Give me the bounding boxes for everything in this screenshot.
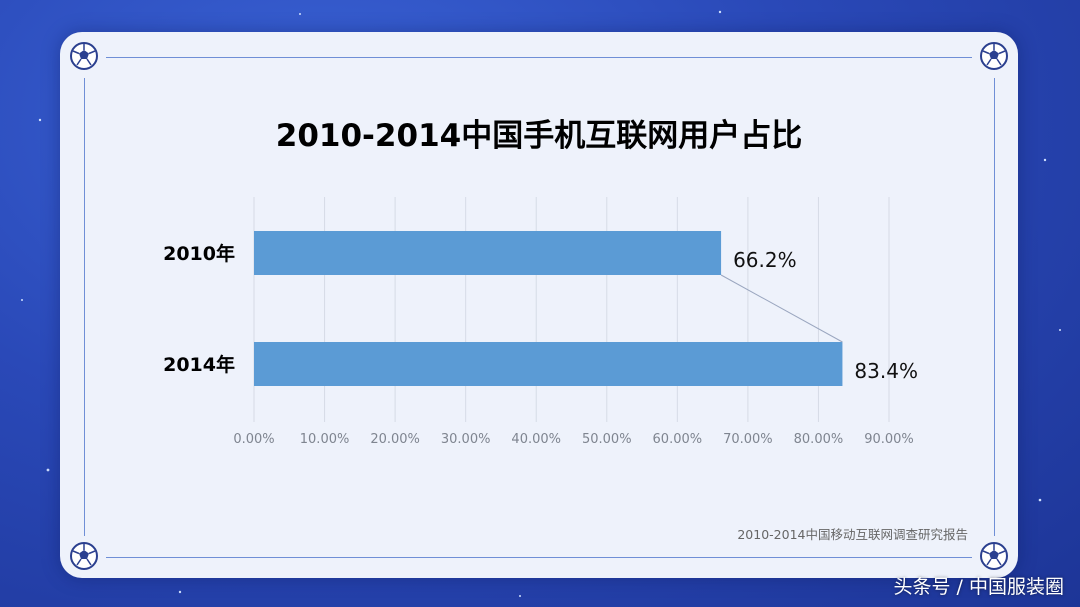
watermark: 头条号 / 中国服装圈 xyxy=(893,576,1064,598)
bar xyxy=(254,231,722,275)
x-tick-label: 10.00% xyxy=(300,432,350,447)
soccer-ball-icon xyxy=(980,542,1008,570)
x-tick-label: 60.00% xyxy=(653,432,703,447)
source-note: 2010-2014中国移动互联网调查研究报告 xyxy=(737,527,968,542)
x-tick-label: 0.00% xyxy=(233,432,274,447)
frame-top-line xyxy=(106,57,972,58)
x-tick-label: 70.00% xyxy=(723,432,773,447)
x-tick-label: 90.00% xyxy=(864,432,914,447)
category-label: 2010年 xyxy=(163,242,235,265)
soccer-ball-icon xyxy=(980,42,1008,70)
chart-title: 2010-2014中国手机互联网用户占比 xyxy=(275,118,803,154)
x-tick-label: 20.00% xyxy=(370,432,420,447)
data-label: 66.2% xyxy=(733,248,797,272)
bar xyxy=(254,342,843,386)
soccer-ball-icon xyxy=(70,542,98,570)
x-tick-label: 30.00% xyxy=(441,432,491,447)
frame-left-line xyxy=(84,78,85,536)
x-tick-label: 50.00% xyxy=(582,432,632,447)
x-tick-label: 80.00% xyxy=(794,432,844,447)
content-card: 2010-2014中国手机互联网用户占比 0.00% 10.00% 20.00% 30… xyxy=(60,32,1018,578)
series-connector-line xyxy=(720,274,843,343)
frame-bottom-line xyxy=(106,557,972,558)
frame-right-line xyxy=(994,78,995,536)
category-label: 2014年 xyxy=(163,353,235,376)
soccer-ball-icon xyxy=(70,42,98,70)
data-label: 83.4% xyxy=(854,359,918,383)
x-tick-label: 40.00% xyxy=(511,432,561,447)
bar-chart: 0.00% 10.00% 20.00% 30.00% 40.00% 50.00% 60.00… xyxy=(163,197,918,447)
